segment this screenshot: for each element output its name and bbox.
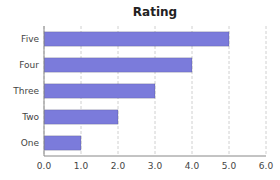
bar [44,84,155,98]
y-tick-label: Five [21,34,39,44]
x-tick-label: 5.0 [222,161,237,171]
y-tick-label: One [21,138,40,148]
grid [44,26,266,156]
y-tick-label: Four [19,60,39,70]
bar [44,110,118,124]
chart: Rating 0.0 1.0 2.0 3.0 4.0 5.0 6.0 One Two Three Fo… [0,0,280,180]
y-tick-label: Three [12,86,39,96]
title: Rating [133,5,177,19]
x-tick-label: 3.0 [148,161,163,171]
bar [44,32,229,46]
grid-line [44,26,45,156]
bars [44,32,229,150]
x-tick-label: 2.0 [111,161,126,171]
y-axis [44,26,45,156]
grid-line [266,26,267,156]
x-axis [44,156,266,157]
y-tick-label: Two [21,112,39,122]
x-tick-label: 0.0 [37,161,52,171]
x-tick-label: 4.0 [185,161,200,171]
bar [44,136,81,150]
x-tick-label: 6.0 [259,161,274,171]
x-tick-label: 1.0 [74,161,89,171]
bar [44,58,192,72]
